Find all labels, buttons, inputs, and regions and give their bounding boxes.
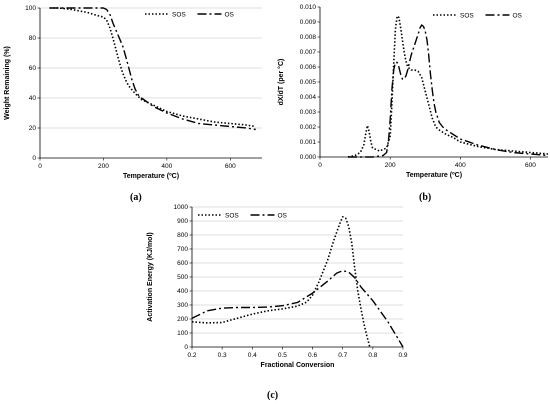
x-tick-label: 0.4	[248, 352, 257, 359]
y-tick-label: 0.005	[300, 79, 317, 86]
x-tick-label: 0.8	[368, 352, 377, 359]
y-tick-label: 0.008	[300, 34, 317, 41]
y-tick-label: 0.009	[300, 19, 317, 26]
chart-b: 0.000 0.001 0.002 0.003 0.004 0.005 0.006 0.007…	[277, 4, 549, 179]
y-tick-label: 0.000	[300, 154, 317, 161]
legend-label-os: OS	[278, 213, 288, 220]
y-tick-label: 200	[177, 316, 188, 323]
x-tick-label: 200	[98, 163, 109, 170]
y-tick-label: 80	[29, 35, 37, 42]
x-tick-label: 0.3	[218, 352, 227, 359]
x-tick-label: 0.7	[338, 352, 347, 359]
series-line-os	[49, 7, 256, 131]
y-tick-label: 0.003	[300, 109, 317, 116]
chart-a: 0 20 40 60 80 100 0 200 400 600 Temperature (ºC) We…	[4, 5, 262, 180]
legend-label-os: OS	[225, 12, 235, 19]
y-tick-label: 800	[177, 232, 188, 239]
y-tick-label: 900	[177, 218, 188, 225]
x-tick-label: 400	[161, 163, 172, 170]
series-line-sos	[347, 15, 549, 158]
y-tick-label: 0.001	[300, 139, 317, 146]
y-tick-label: 300	[177, 302, 188, 309]
x-tick-label: 0	[318, 162, 322, 169]
y-tick-label: 100	[25, 5, 36, 12]
caption-b: (b)	[419, 192, 432, 203]
legend-label-sos: SOS	[460, 13, 474, 20]
x-tick-label: 0.5	[278, 352, 287, 359]
x-axis-label: Fractional Conversion	[261, 362, 335, 369]
x-axis-label: Temperature (ºC)	[123, 173, 179, 180]
y-axis-label: dX/dT (per °C)	[277, 59, 285, 106]
legend-label-sos: SOS	[225, 213, 239, 220]
y-tick-label: 0	[32, 155, 36, 162]
x-axis-label: Temperature (ºC)	[406, 172, 462, 179]
series-line-sos	[49, 7, 256, 128]
y-tick-label: 0.002	[300, 124, 317, 131]
x-tick-label: 0.2	[187, 352, 196, 359]
series-line-sos	[191, 216, 371, 348]
x-tick-label: 0.9	[398, 352, 407, 359]
y-tick-label: 0.007	[300, 49, 317, 56]
y-tick-label: 400	[177, 288, 188, 295]
y-tick-label: 500	[177, 274, 188, 281]
x-tick-label: 0.6	[308, 352, 317, 359]
y-tick-label: 0	[184, 344, 188, 351]
legend-label-os: OS	[513, 13, 523, 20]
y-tick-label: 600	[177, 260, 188, 267]
legend-label-sos: SOS	[172, 12, 186, 19]
y-tick-label: 0.004	[300, 94, 317, 101]
y-tick-label: 100	[177, 330, 188, 337]
series-line-os	[348, 24, 549, 158]
y-tick-label: 40	[29, 95, 37, 102]
y-tick-label: 20	[29, 125, 37, 132]
y-tick-label: 60	[29, 65, 37, 72]
y-tick-label: 1000	[174, 204, 189, 211]
y-axis-label: Weight Remaining (%)	[4, 46, 11, 120]
caption-a: (a)	[130, 192, 142, 203]
x-tick-label: 0	[38, 163, 42, 170]
x-tick-label: 600	[225, 163, 236, 170]
x-tick-label: 400	[455, 162, 466, 169]
y-tick-label: 0.010	[300, 4, 317, 11]
y-axis-label: Activation Energy (KJ/mol)	[147, 232, 154, 321]
x-tick-label: 200	[385, 162, 396, 169]
y-tick-label: 0.006	[300, 64, 317, 71]
chart-c: 0 100 200 300 400 500 600 700 800 900 1000 0.2 0.3 0.…	[147, 204, 408, 369]
series-line-os	[191, 270, 404, 348]
x-tick-label: 600	[525, 162, 536, 169]
caption-c: (c)	[267, 390, 279, 401]
y-tick-label: 700	[177, 246, 188, 253]
